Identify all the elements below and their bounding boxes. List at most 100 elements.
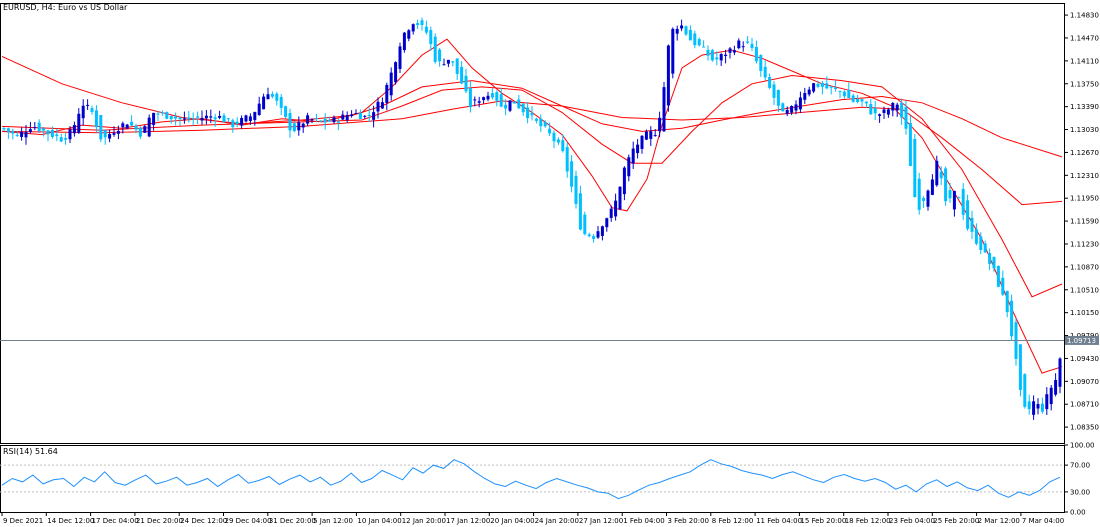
candle-body: [702, 46, 706, 48]
moving-average-line: [1, 74, 1063, 298]
candle-body: [961, 188, 965, 215]
candle-body: [389, 72, 393, 96]
candle-body: [957, 197, 961, 199]
candle-body: [6, 128, 10, 133]
candle-body: [288, 113, 292, 131]
candle-body: [226, 118, 230, 120]
time-tick-label: 3 Feb 20:00: [668, 517, 709, 525]
price-tick-label: 1.10510: [1070, 286, 1099, 294]
candle-body: [561, 140, 565, 152]
candle-body: [565, 147, 569, 172]
candle-body: [556, 139, 560, 143]
candle-body: [222, 115, 226, 123]
candle-body: [728, 48, 732, 53]
price-tick-label: 1.09430: [1070, 355, 1099, 363]
time-tick-label: 24 Jan 20:00: [535, 517, 579, 525]
candle-body: [266, 94, 270, 100]
candle-body: [895, 104, 899, 111]
time-tick-label: 2 Mar 12:00: [978, 517, 1020, 525]
time-tick-label: 7 Mar 04:00: [1022, 517, 1064, 525]
candle-body: [99, 115, 103, 140]
time-tick-label: 9 Dec 2021: [3, 517, 43, 525]
candle-body: [948, 190, 952, 199]
candle-body: [829, 86, 833, 88]
candle-body: [504, 104, 508, 109]
candle-body: [680, 25, 684, 29]
time-tick-label: 17 Dec 04:00: [92, 517, 139, 525]
candle-body: [112, 133, 116, 135]
candle-body: [838, 91, 842, 93]
candle-body: [191, 118, 195, 120]
candle-body: [552, 132, 556, 142]
candle-body: [688, 29, 692, 41]
candle-body: [451, 61, 455, 63]
candle-body: [1032, 401, 1036, 415]
time-tick-label: 21 Dec 20:00: [136, 517, 183, 525]
candle-body: [992, 257, 996, 269]
candle-body: [429, 30, 433, 45]
candle-body: [1036, 404, 1040, 409]
candle-body: [407, 30, 411, 39]
candle-body: [1018, 344, 1022, 390]
candle-body: [37, 122, 41, 132]
price-tick-label: 1.12670: [1070, 149, 1099, 157]
candle-body: [851, 95, 855, 102]
candle-body: [693, 33, 697, 46]
candle-body: [653, 135, 657, 137]
candle-body: [614, 200, 618, 217]
candle-body: [81, 105, 85, 119]
time-tick-label: 8 Feb 12:00: [712, 517, 753, 525]
candle-body: [530, 113, 534, 116]
candle-body: [816, 83, 820, 87]
candle-body: [662, 87, 666, 132]
candle-body: [860, 99, 864, 102]
time-tick-label: 5 Jan 12:00: [313, 517, 353, 525]
candle-body: [275, 93, 279, 101]
candle-body: [270, 94, 274, 97]
candle-body: [433, 36, 437, 62]
candle-body: [499, 94, 503, 107]
candle-body: [204, 115, 208, 119]
candle-body: [512, 101, 516, 104]
candle-body: [495, 92, 499, 101]
candle-body: [165, 112, 169, 119]
candle-body: [72, 125, 76, 134]
candle-body: [600, 226, 604, 236]
candle-body: [394, 62, 398, 83]
candle-body: [68, 129, 72, 140]
candle-body: [138, 128, 142, 137]
candle-body: [710, 50, 714, 61]
candle-body: [944, 168, 948, 202]
price-tick-label: 1.14830: [1070, 12, 1099, 20]
candle-body: [64, 138, 68, 140]
candle-body: [508, 100, 512, 111]
time-tick-label: 24 Dec 12:00: [180, 517, 227, 525]
candle-body: [847, 89, 851, 98]
rsi-pane[interactable]: 100.00 70.00 30.00 0.00: [0, 442, 1095, 517]
candle-body: [988, 253, 992, 264]
candle-body: [306, 115, 310, 124]
rsi-label: RSI(14) 51.64: [3, 447, 58, 456]
time-tick-label: 29 Dec 04:00: [225, 517, 272, 525]
candle-body: [534, 118, 538, 121]
candle-body: [521, 103, 525, 113]
candle-body: [345, 115, 349, 121]
candle-body: [732, 50, 736, 53]
candle-body: [248, 116, 252, 121]
time-tick-label: 1 Feb 04:00: [623, 517, 664, 525]
candle-body: [609, 208, 613, 218]
rsi-tick-label: 70.00: [1070, 462, 1090, 470]
candle-body: [279, 96, 283, 108]
candle-body: [543, 121, 547, 127]
candle-body: [253, 112, 257, 120]
candle-body: [323, 118, 327, 123]
candle-body: [658, 117, 662, 132]
candle-body: [116, 130, 120, 134]
candle-body: [169, 115, 173, 120]
price-pane[interactable]: 1.14830 1.14470 1.14110 1.13750 1.13390 1.130…: [0, 3, 1099, 444]
candle-body: [363, 115, 367, 117]
candle-body: [218, 115, 222, 118]
candle-body: [776, 89, 780, 106]
price-tick-label: 1.08350: [1070, 424, 1099, 432]
